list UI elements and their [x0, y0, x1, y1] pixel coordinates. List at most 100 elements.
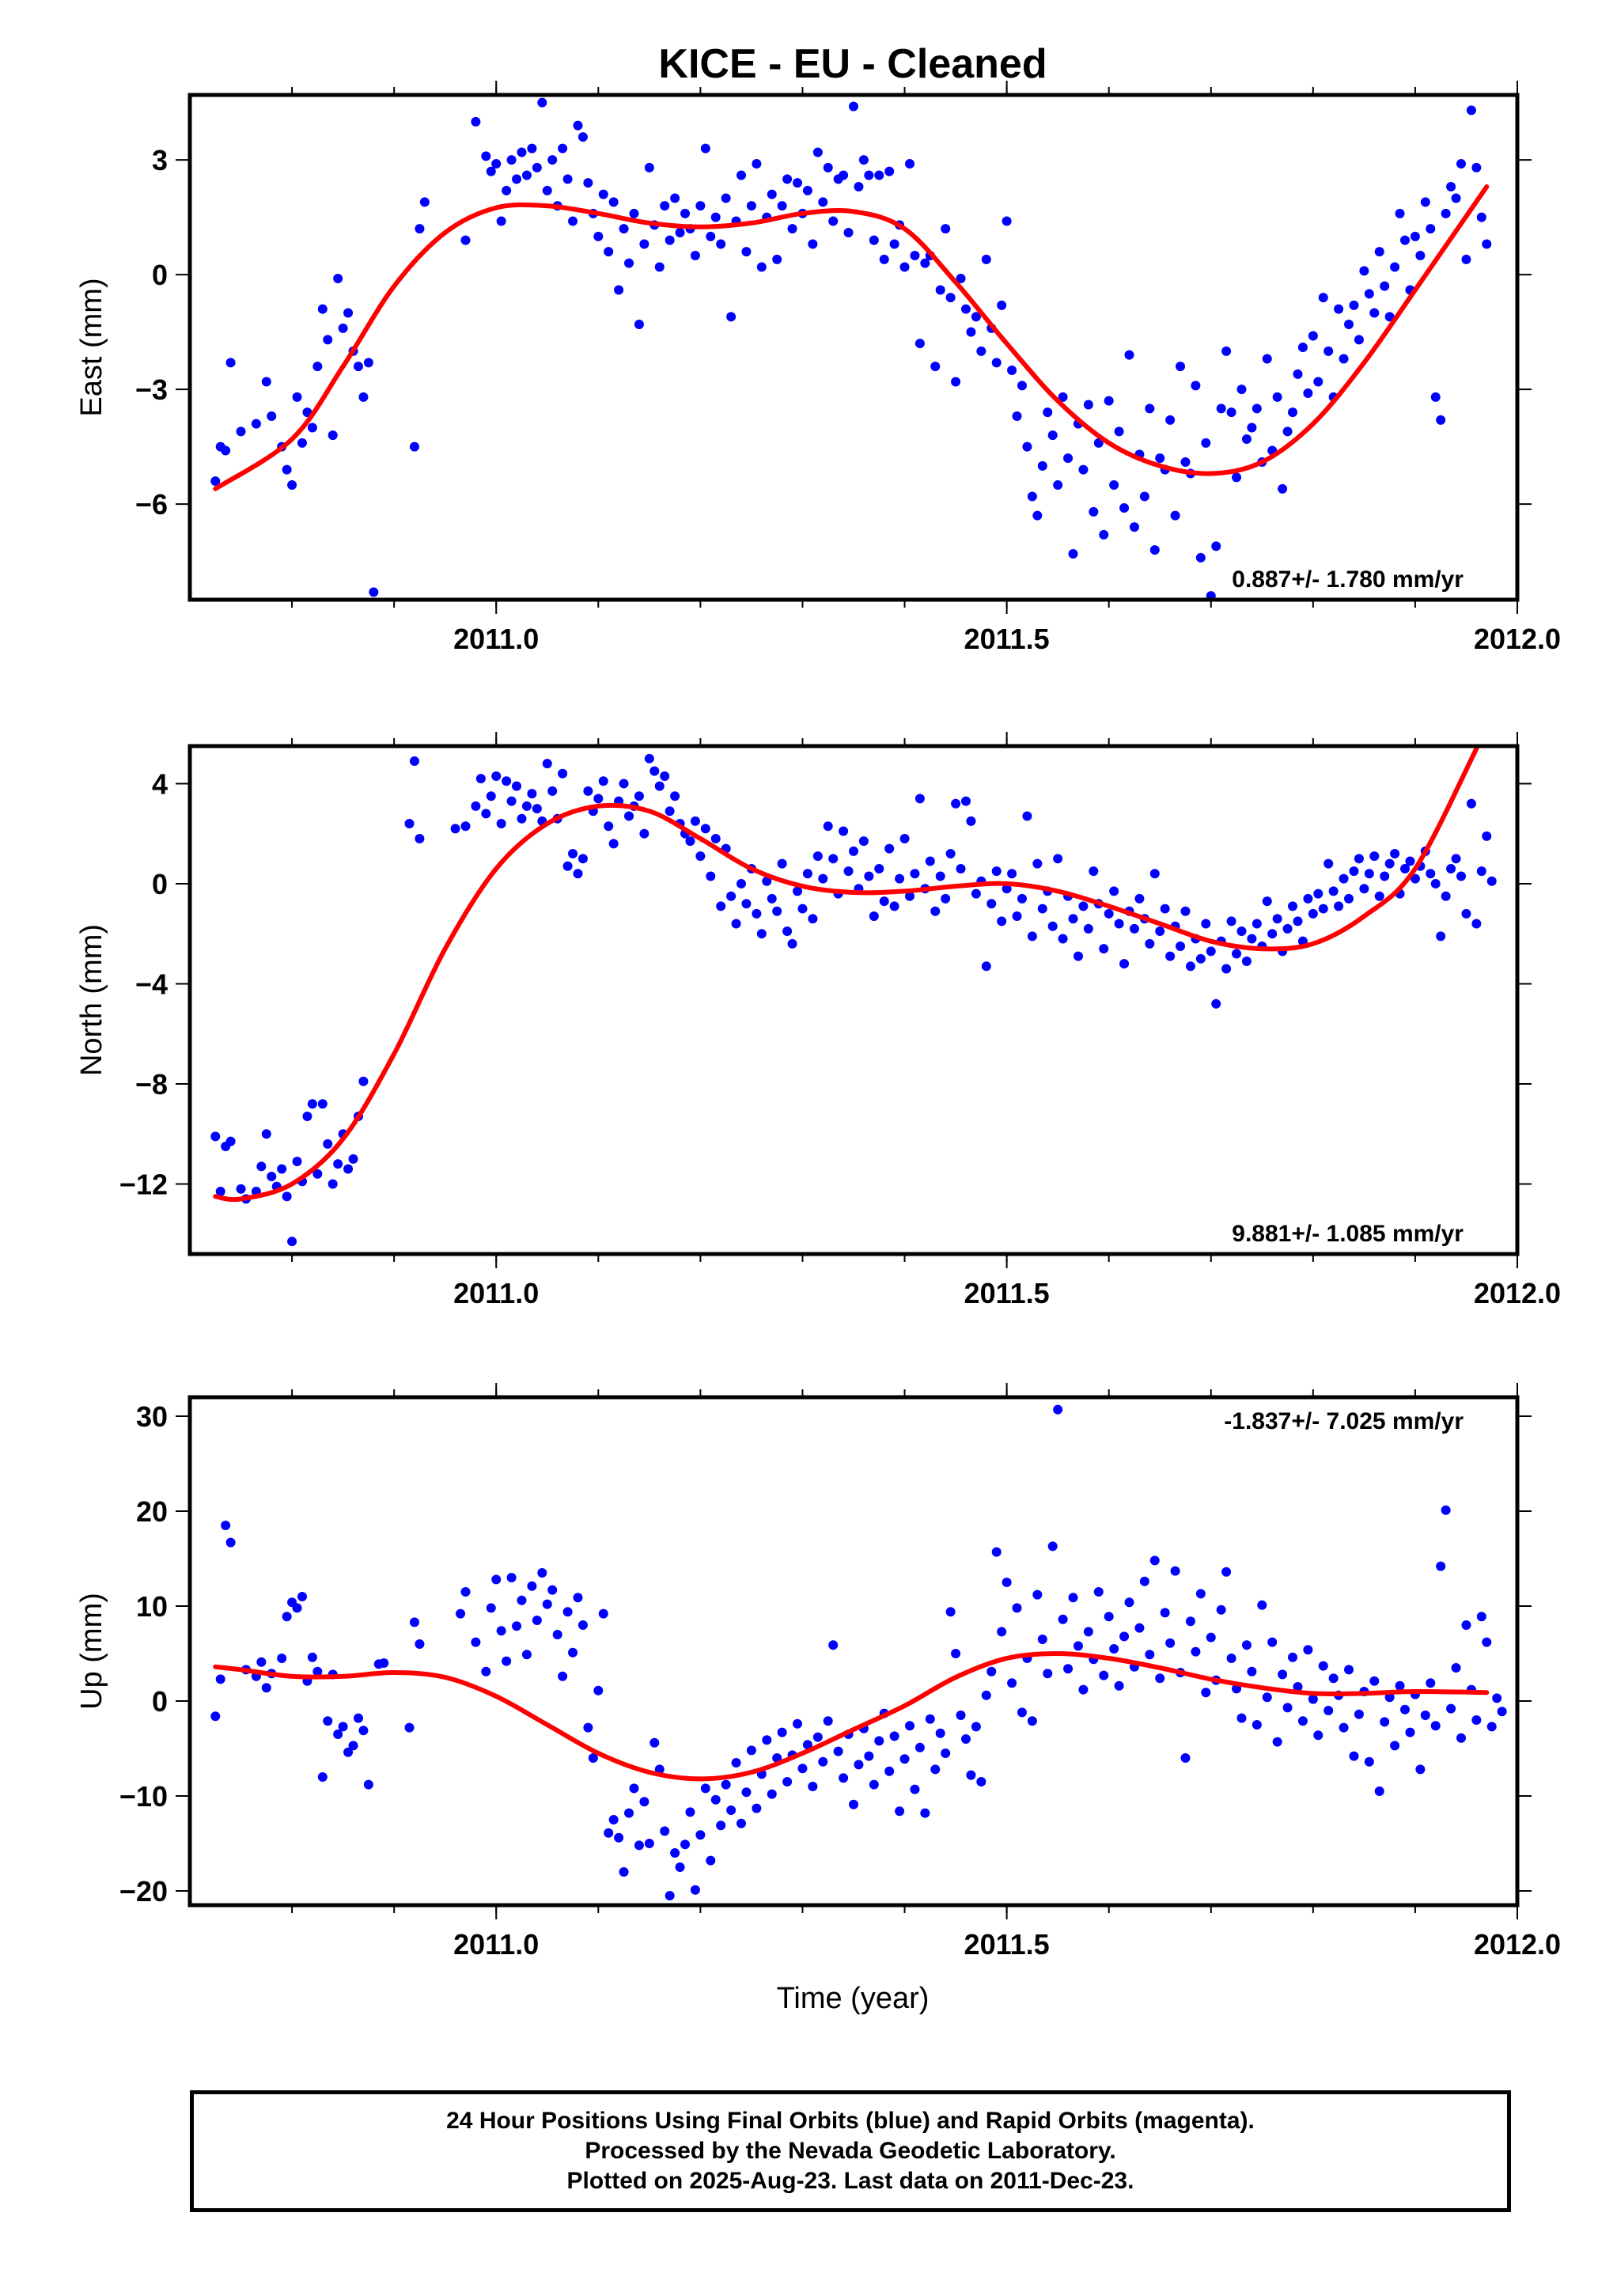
data-point [670, 791, 680, 801]
data-point [1206, 591, 1216, 600]
data-point [1104, 908, 1114, 919]
data-point [1278, 483, 1288, 494]
data-point [1278, 1669, 1288, 1680]
y-axis-label: East (mm) [75, 278, 108, 416]
data-point [604, 1828, 614, 1838]
data-point [874, 863, 884, 873]
data-point [685, 836, 695, 847]
data-point [502, 776, 512, 786]
data-point [941, 893, 951, 904]
data-point [1369, 1676, 1380, 1686]
data-point [1170, 1566, 1180, 1576]
data-point [1282, 923, 1293, 934]
data-point [889, 1731, 899, 1741]
data-point [1380, 281, 1390, 291]
data-point [839, 826, 849, 836]
data-point [941, 1749, 951, 1758]
data-point [706, 231, 716, 241]
data-point [752, 908, 762, 919]
data-point [914, 794, 925, 804]
data-point [353, 362, 363, 372]
data-point [328, 430, 338, 441]
data-point [812, 147, 823, 157]
data-point [1267, 1637, 1278, 1647]
data-point [1446, 863, 1456, 873]
data-point [997, 1627, 1007, 1637]
data-point [1160, 904, 1170, 914]
data-point [1063, 1664, 1074, 1674]
data-point [1145, 404, 1155, 414]
data-point [665, 235, 675, 245]
footer-line-2: Processed by the Nevada Geodetic Laborat… [585, 2138, 1116, 2164]
data-point [547, 155, 558, 165]
data-point [746, 1745, 756, 1756]
data-point [910, 1784, 920, 1794]
data-point [1078, 464, 1089, 475]
data-point [818, 873, 828, 884]
data-point [797, 1764, 808, 1774]
data-point [1441, 1505, 1451, 1515]
x-tick-label: 2011.5 [964, 1928, 1050, 1961]
data-point [899, 1754, 910, 1764]
data-point [782, 174, 793, 184]
data-point [343, 1747, 354, 1757]
data-point [1139, 491, 1149, 502]
data-point [634, 791, 644, 801]
data-point [1497, 1707, 1507, 1717]
data-point [1119, 503, 1130, 513]
data-point [1400, 863, 1411, 873]
data-point [654, 262, 665, 272]
data-point [695, 1830, 706, 1840]
data-point [731, 919, 741, 929]
data-point [930, 362, 941, 372]
data-point [991, 358, 1002, 368]
data-point [1323, 346, 1334, 356]
data-point [491, 159, 502, 169]
data-point [1282, 426, 1293, 437]
data-point [1293, 1682, 1303, 1692]
data-point [598, 776, 608, 786]
data-point [496, 216, 506, 226]
data-point [941, 224, 951, 234]
data-point [1134, 1623, 1145, 1633]
data-point [1176, 942, 1186, 952]
data-point [1078, 901, 1089, 911]
data-point [864, 871, 874, 881]
data-point [680, 1839, 691, 1850]
panel-north: 2011.0 2011.5 2012.0 4 0 −4 −8 −12 9.881+/- 1.08… [75, 732, 1561, 1309]
data-point [818, 1756, 828, 1767]
data-point [1390, 1741, 1400, 1751]
data-point [1430, 392, 1441, 402]
data-point [512, 174, 522, 184]
data-point [1149, 1555, 1160, 1566]
data-point [660, 771, 670, 781]
data-point [267, 1171, 277, 1181]
data-point [1155, 926, 1165, 937]
data-point [706, 871, 716, 881]
data-point [690, 816, 700, 826]
data-point [1267, 929, 1278, 939]
data-point [583, 178, 593, 188]
data-point [537, 97, 547, 108]
fit-line [213, 184, 1490, 491]
data-point [619, 1867, 629, 1877]
data-point [353, 1713, 363, 1723]
data-point [481, 809, 491, 819]
fit-line [213, 746, 1479, 1203]
data-point [1012, 911, 1022, 922]
data-point [762, 1735, 772, 1745]
data-point [1410, 231, 1420, 241]
data-point [1002, 884, 1012, 894]
data-point [343, 1164, 354, 1174]
data-point [802, 869, 812, 879]
data-point [1241, 434, 1252, 444]
data-point [562, 174, 573, 184]
data-points [210, 1404, 1507, 1900]
data-point [1400, 235, 1411, 245]
data-point [670, 1848, 680, 1858]
data-point [654, 781, 665, 791]
data-point [1236, 1713, 1247, 1723]
data-point [1303, 1645, 1313, 1655]
data-point [256, 1657, 267, 1667]
data-point [348, 1741, 358, 1751]
